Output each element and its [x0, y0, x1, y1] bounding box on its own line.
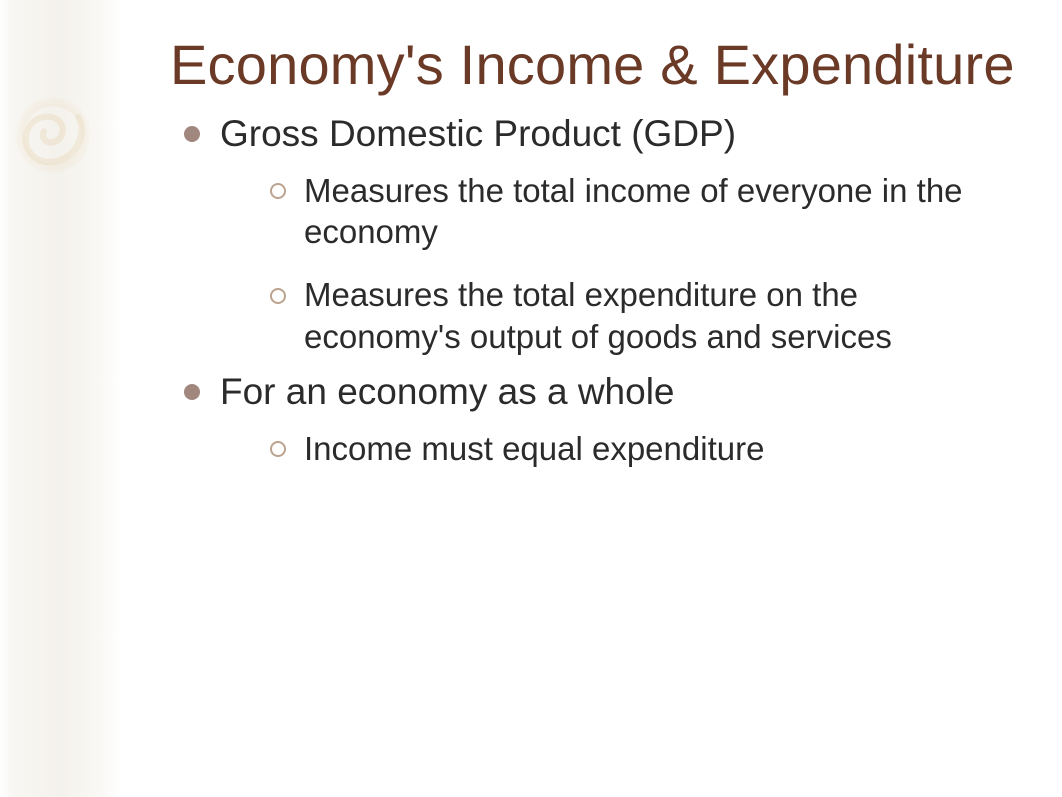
list-item: For an economy as a whole Income must eq…: [170, 369, 1022, 469]
list-item: Gross Domestic Product (GDP) Measures th…: [170, 111, 1022, 357]
list-item: Measures the total expenditure on the ec…: [220, 274, 1022, 357]
slide-title: Economy's Income & Expenditure: [170, 34, 1022, 97]
sub-list: Income must equal expenditure: [220, 428, 1022, 469]
list-item: Income must equal expenditure: [220, 428, 1022, 469]
bullet-list: Gross Domestic Product (GDP) Measures th…: [170, 111, 1022, 470]
swirl-icon: [8, 90, 98, 180]
l1-label: For an economy as a whole: [220, 371, 675, 412]
list-item: Measures the total income of everyone in…: [220, 170, 1022, 253]
sub-list: Measures the total income of everyone in…: [220, 170, 1022, 357]
slide-content: Economy's Income & Expenditure Gross Dom…: [170, 34, 1022, 469]
left-decorative-band: [0, 0, 120, 797]
l1-label: Gross Domestic Product (GDP): [220, 113, 736, 154]
